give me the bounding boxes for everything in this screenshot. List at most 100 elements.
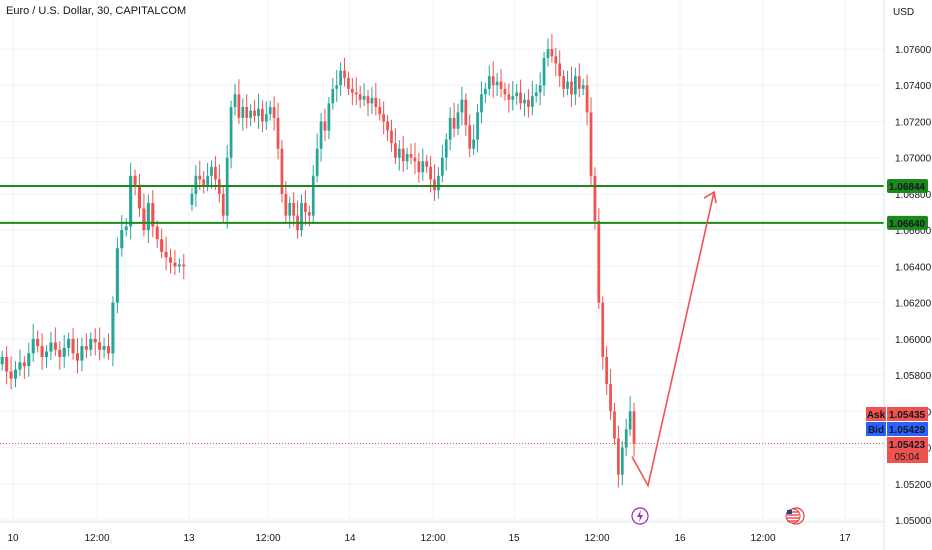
- candle: [397, 140, 401, 171]
- candle: [249, 104, 253, 127]
- candle: [617, 425, 620, 488]
- candle-body: [27, 353, 31, 367]
- candle-body: [511, 96, 515, 100]
- candle: [268, 100, 272, 121]
- time-tick-label: 14: [344, 533, 356, 544]
- candle-body: [487, 76, 491, 89]
- candle: [67, 332, 71, 357]
- candle: [5, 346, 9, 385]
- candle: [405, 147, 409, 170]
- candle: [448, 107, 452, 151]
- time-tick-label: 12:00: [84, 533, 109, 544]
- time-tick-label: 10: [7, 533, 19, 544]
- last-price-box: [887, 437, 928, 463]
- candle: [253, 99, 256, 123]
- candle-body: [272, 106, 276, 118]
- candle: [319, 112, 323, 162]
- time-tick-label: 16: [674, 533, 686, 544]
- candle-body: [452, 117, 456, 129]
- candle-body: [617, 438, 620, 475]
- candle: [425, 154, 429, 174]
- candle: [0, 350, 4, 371]
- level-price-tag: [887, 215, 928, 230]
- candle-body: [323, 121, 327, 131]
- candle-body: [495, 81, 499, 86]
- time-tick-label: 12:00: [584, 533, 609, 544]
- time-tick-label: 13: [183, 533, 195, 544]
- price-tick-label: 1.07400: [895, 81, 932, 92]
- candle-body: [397, 148, 401, 158]
- candle: [13, 361, 18, 388]
- candle-body: [613, 411, 616, 439]
- candle-body: [75, 353, 80, 361]
- ask-value-box: [887, 407, 928, 421]
- candle-body: [268, 106, 272, 115]
- candle-body: [182, 264, 186, 267]
- candle-body: [31, 338, 35, 354]
- candle-body: [120, 230, 124, 249]
- forecast-arrow[interactable]: [631, 190, 717, 488]
- candle-body: [339, 70, 342, 86]
- candle-body: [519, 92, 522, 104]
- candle: [296, 200, 299, 239]
- time-axis[interactable]: 10 12:00 13 12:00 14 12:00 15 12:00 16 12:00 17: [0, 521, 884, 544]
- candle: [378, 98, 382, 121]
- forecast-arrow-path[interactable]: [631, 191, 715, 488]
- level-price-label: 1.06640: [889, 219, 926, 230]
- candle-body: [589, 112, 593, 176]
- candle: [452, 102, 456, 138]
- candle-body: [245, 106, 249, 118]
- candle-body: [300, 202, 303, 231]
- candle-body: [448, 117, 452, 140]
- candle-body: [62, 347, 66, 357]
- candle-body: [527, 99, 530, 107]
- candle: [98, 327, 102, 361]
- candle: [480, 81, 483, 124]
- candle: [460, 86, 464, 126]
- time-tick-label: 15: [508, 533, 520, 544]
- candle-body: [605, 356, 609, 385]
- candle: [133, 169, 137, 196]
- candle-body: [390, 130, 393, 144]
- candle-body: [566, 81, 569, 89]
- candle-body: [573, 76, 577, 95]
- us-flag-event-icon[interactable]: [785, 507, 805, 525]
- candle-body: [620, 447, 624, 475]
- candle-body: [164, 251, 168, 258]
- candle: [129, 162, 133, 240]
- price-tick-label: 1.06800: [895, 190, 932, 201]
- candle: [44, 345, 49, 368]
- candle: [350, 78, 354, 106]
- candle-body: [499, 81, 503, 89]
- level-price-label: 1.06844: [889, 182, 926, 193]
- candle: [146, 194, 150, 244]
- price-tick-label: 1.06200: [895, 299, 932, 310]
- lightning-event-icon[interactable]: [631, 507, 649, 525]
- candle-body: [319, 121, 323, 149]
- candle-body: [468, 125, 472, 149]
- candle: [515, 83, 519, 105]
- time-tick-label: 12:00: [750, 533, 775, 544]
- candle: [620, 441, 624, 486]
- candle: [542, 51, 546, 96]
- candle: [503, 82, 507, 101]
- candle: [106, 333, 111, 360]
- candle-body: [378, 106, 382, 115]
- event-icons[interactable]: [631, 507, 805, 525]
- candle: [632, 402, 636, 457]
- candle: [124, 218, 128, 237]
- candle-body: [491, 76, 495, 86]
- candle: [624, 418, 628, 457]
- candle-body: [628, 411, 632, 430]
- candle-body: [554, 56, 558, 64]
- candle: [22, 356, 26, 379]
- price-tick-label: 1.07600: [895, 45, 932, 56]
- candle: [613, 402, 616, 445]
- candle-body: [444, 139, 448, 158]
- candle-body: [609, 384, 612, 412]
- candle-body: [413, 157, 417, 162]
- price-axis[interactable]: USD1.076001.074001.072001.070001.068001.…: [866, 0, 932, 550]
- candle-body: [307, 212, 311, 216]
- candle-body: [288, 202, 292, 216]
